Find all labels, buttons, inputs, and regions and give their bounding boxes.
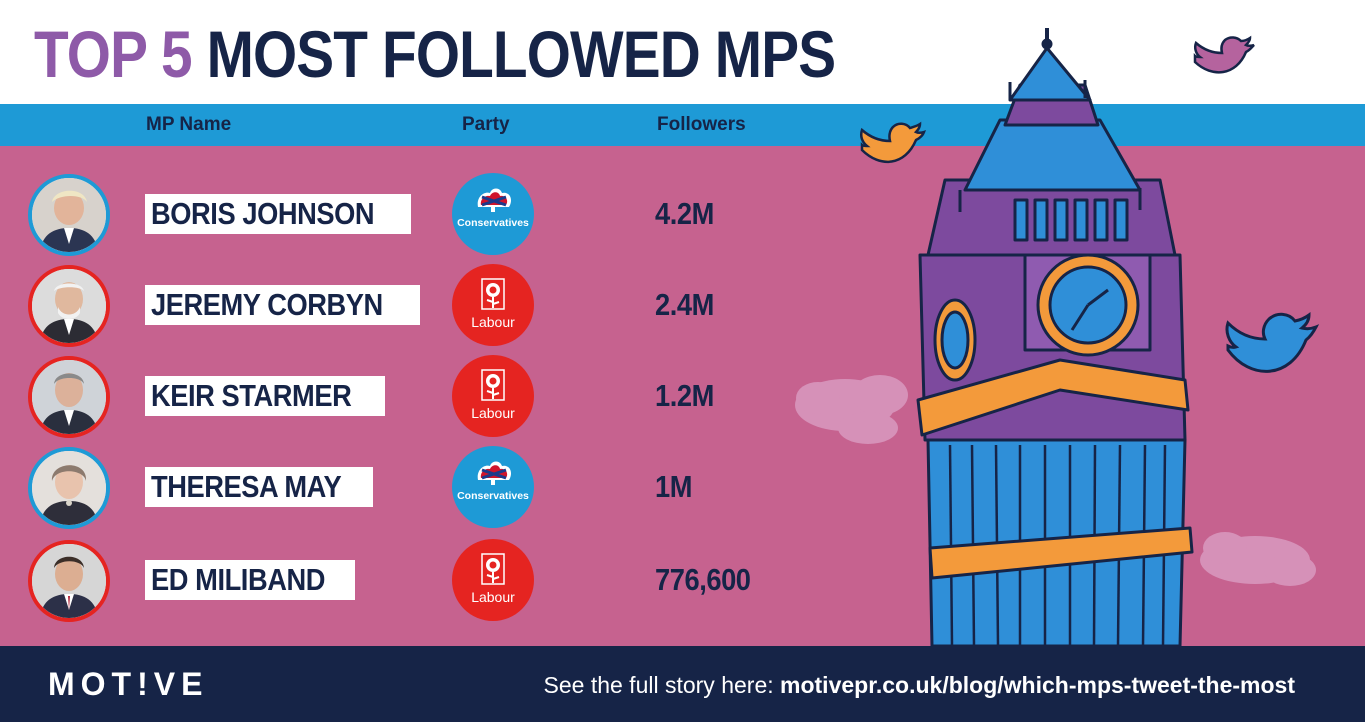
column-header-party: Party xyxy=(462,114,510,135)
red-rose-icon xyxy=(481,369,505,401)
person-icon xyxy=(32,451,106,525)
table-row: THERESA MAY Conservatives 1M xyxy=(0,445,900,531)
header: TOP 5 MOST FOLLOWED MPS xyxy=(0,0,1365,104)
page-title: TOP 5 MOST FOLLOWED MPS xyxy=(34,14,836,94)
union-jack-tree-icon xyxy=(477,188,512,212)
twitter-bird-icon xyxy=(1193,35,1255,74)
mp-portrait xyxy=(28,265,110,347)
party-label: Labour xyxy=(471,405,515,421)
party-label: Conservatives xyxy=(457,490,529,502)
red-rose-icon xyxy=(481,553,505,585)
cloud-icon xyxy=(795,375,908,444)
party-logo-labour: Labour xyxy=(452,539,534,621)
person-icon xyxy=(32,360,106,434)
twitter-bird-icon xyxy=(1225,311,1320,373)
party-label: Conservatives xyxy=(457,217,529,229)
table-row: BORIS JOHNSON Conservatives 4.2M xyxy=(0,172,900,258)
twitter-bird-icon xyxy=(859,121,926,164)
table-row: ED MILIBAND Labour 776,600 xyxy=(0,538,900,624)
followers-value: 2.4M xyxy=(655,287,714,322)
followers-value: 1M xyxy=(655,469,693,504)
party-logo-labour: Labour xyxy=(452,264,534,346)
mp-name: KEIR STARMER xyxy=(145,376,385,416)
brand-logo: MOT!VE xyxy=(48,666,209,702)
followers-value: 1.2M xyxy=(655,378,714,413)
party-logo-conservatives: Conservatives xyxy=(452,446,534,528)
cloud-icon xyxy=(1200,532,1316,586)
party-label: Labour xyxy=(471,314,515,330)
column-header-mp-name: MP Name xyxy=(146,114,232,135)
table-row: JEREMY CORBYN Labour 2.4M xyxy=(0,263,900,349)
title-part-2: MOST FOLLOWED MPS xyxy=(206,17,836,91)
big-ben-illustration xyxy=(916,28,1194,648)
footer-cta: See the full story here: motivepr.co.uk/… xyxy=(544,670,1296,700)
mp-portrait xyxy=(28,356,110,438)
column-header-followers: Followers xyxy=(657,114,746,135)
mp-portrait xyxy=(28,540,110,622)
union-jack-tree-icon xyxy=(477,461,512,485)
column-header-bar: MP Name Party Followers xyxy=(0,104,1365,146)
person-icon xyxy=(32,544,106,618)
party-label: Labour xyxy=(471,589,515,605)
mp-name: THERESA MAY xyxy=(145,467,374,507)
person-icon xyxy=(32,178,106,252)
red-rose-icon xyxy=(481,278,505,310)
mp-name: JEREMY CORBYN xyxy=(145,285,421,325)
title-part-1: TOP 5 xyxy=(34,17,193,91)
table-row: KEIR STARMER Labour 1.2M xyxy=(0,354,900,440)
mp-name: ED MILIBAND xyxy=(145,560,355,600)
person-icon xyxy=(32,269,106,343)
cta-prefix: See the full story here: xyxy=(543,672,774,698)
followers-value: 4.2M xyxy=(655,196,714,231)
footer: MOT!VE See the full story here: motivepr… xyxy=(0,646,1365,722)
party-logo-conservatives: Conservatives xyxy=(452,173,534,255)
followers-value: 776,600 xyxy=(655,562,751,597)
mp-name: BORIS JOHNSON xyxy=(145,194,411,234)
cta-link[interactable]: motivepr.co.uk/blog/which-mps-tweet-the-… xyxy=(780,672,1295,698)
mp-portrait xyxy=(28,447,110,529)
mp-portrait xyxy=(28,174,110,256)
party-logo-labour: Labour xyxy=(452,355,534,437)
